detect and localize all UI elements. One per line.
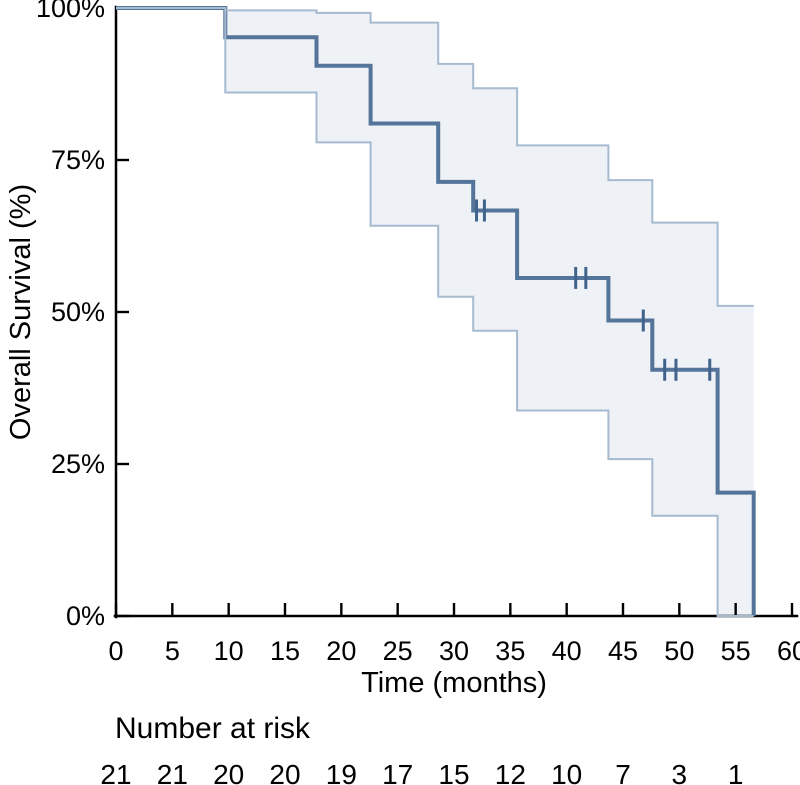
- x-axis-title: Time (months): [361, 667, 547, 699]
- ci-lower-line: [116, 7, 754, 617]
- ci-band: [116, 8, 754, 616]
- x-tick-label: 20: [326, 636, 356, 666]
- x-tick-label: 15: [270, 636, 300, 666]
- y-tick-label: 50%: [51, 297, 105, 327]
- risk-count: 20: [213, 759, 244, 785]
- axis-layer: [113, 5, 799, 619]
- ci-upper-line: [116, 7, 754, 307]
- risk-count: 21: [157, 759, 188, 785]
- risk-count: 15: [438, 759, 469, 785]
- x-tick-label: 5: [165, 636, 180, 666]
- risk-count: 10: [551, 759, 582, 785]
- y-tick-label: 0%: [66, 601, 105, 631]
- risk-count: 1: [728, 759, 744, 785]
- ci-band-layer: [116, 8, 754, 616]
- risk-count: 21: [100, 759, 131, 785]
- x-tick-label: 35: [495, 636, 525, 666]
- y-axis-title: Overall Survival (%): [5, 184, 37, 440]
- x-tick-label: 60: [777, 636, 800, 666]
- x-tick-label: 45: [608, 636, 638, 666]
- y-tick-label: 75%: [51, 145, 105, 175]
- x-tick-label: 25: [383, 636, 413, 666]
- risk-count: 19: [326, 759, 357, 785]
- x-tick-label: 30: [439, 636, 469, 666]
- x-tick-label: 55: [721, 636, 751, 666]
- label-layer: Time (months) Overall Survival (%) Numbe…: [5, 0, 800, 785]
- survival-curve: [116, 6, 756, 616]
- risk-count: 17: [382, 759, 413, 785]
- x-tick-label: 10: [214, 636, 244, 666]
- risk-count: 3: [672, 759, 688, 785]
- risk-count: 12: [495, 759, 526, 785]
- x-tick-label: 40: [552, 636, 582, 666]
- risk-count: 20: [269, 759, 300, 785]
- y-tick-label: 25%: [51, 449, 105, 479]
- curve-layer: [116, 6, 756, 616]
- censor-layer: [475, 199, 712, 381]
- x-tick-label: 0: [108, 636, 123, 666]
- risk-table-heading: Number at risk: [115, 712, 311, 745]
- x-tick-label: 50: [664, 636, 694, 666]
- risk-count: 7: [615, 759, 631, 785]
- y-tick-label: 100%: [36, 0, 105, 23]
- ci-line-layer: [116, 7, 754, 617]
